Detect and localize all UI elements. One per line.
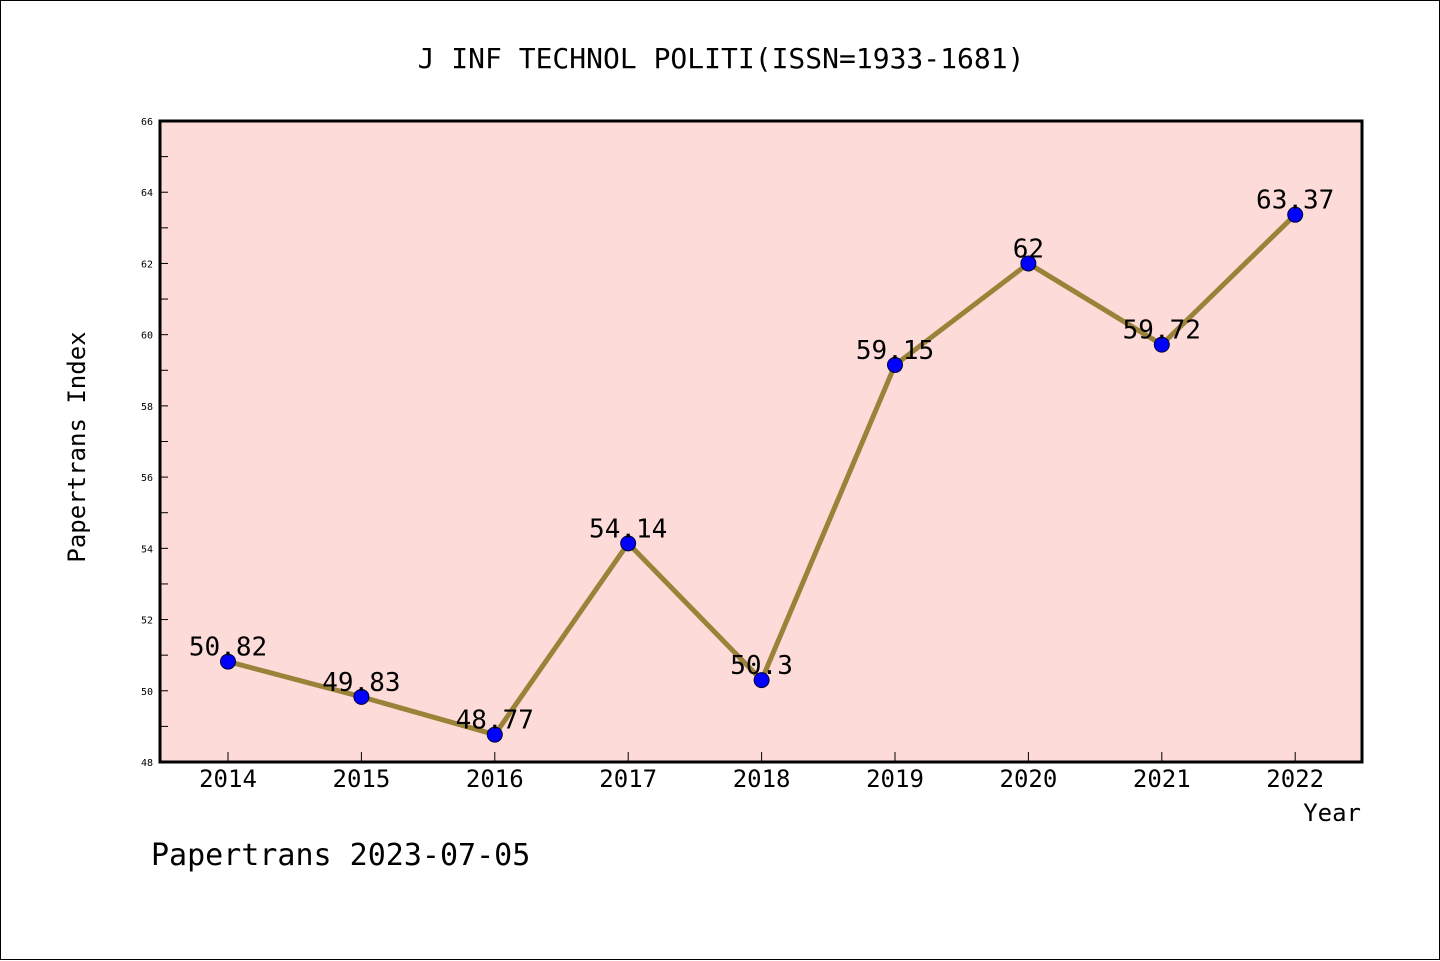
data-point-marker bbox=[753, 672, 770, 689]
data-point-marker bbox=[1287, 206, 1304, 223]
plot-border bbox=[158, 119, 1364, 764]
x-tick-label: 2019 bbox=[866, 765, 924, 793]
chart-title: J INF TECHNOL POLITI(ISSN=1933-1681) bbox=[418, 42, 1025, 75]
y-axis-title: Papertrans Index bbox=[63, 331, 91, 562]
y-tick-label: 58 bbox=[141, 402, 153, 413]
data-label: 48.77 bbox=[456, 706, 534, 736]
y-tick-label: 60 bbox=[141, 331, 153, 342]
y-tick-label: 52 bbox=[141, 616, 153, 627]
plot-area bbox=[160, 121, 1362, 762]
y-tick-label: 56 bbox=[141, 473, 153, 484]
x-tick-label: 2015 bbox=[333, 765, 391, 793]
data-label: 59.15 bbox=[856, 336, 934, 366]
data-point-marker bbox=[1153, 336, 1170, 353]
data-label: 62 bbox=[1013, 234, 1044, 264]
data-point-marker bbox=[486, 726, 503, 743]
x-axis: 2014 2015 2016 2017 2018 2019 2020 2021 2022 bbox=[199, 752, 1324, 793]
x-tick-label: 2017 bbox=[599, 765, 657, 793]
data-label: 59.72 bbox=[1123, 316, 1201, 346]
x-tick-label: 2021 bbox=[1133, 765, 1191, 793]
data-point-marker bbox=[353, 688, 370, 705]
footer-credit: Papertrans 2023-07-05 bbox=[151, 838, 530, 873]
series-group bbox=[220, 206, 1304, 743]
data-label: 50.3 bbox=[730, 651, 793, 681]
x-tick-label: 2016 bbox=[466, 765, 524, 793]
data-label: 49.83 bbox=[322, 668, 400, 698]
x-tick-label: 2020 bbox=[1000, 765, 1058, 793]
data-label: 63.37 bbox=[1256, 186, 1334, 216]
y-tick-label: 64 bbox=[141, 188, 153, 199]
data-point-marker bbox=[1020, 255, 1037, 272]
x-tick-label: 2014 bbox=[199, 765, 257, 793]
x-axis-title: Year bbox=[1303, 799, 1361, 827]
y-tick-label: 62 bbox=[141, 259, 153, 270]
x-tick-label: 2022 bbox=[1266, 765, 1324, 793]
data-point-marker bbox=[887, 356, 903, 373]
y-tick-label: 66 bbox=[141, 117, 153, 128]
data-point-marker bbox=[220, 653, 236, 670]
x-tick-label: 2018 bbox=[733, 765, 791, 793]
data-label: 54.14 bbox=[589, 514, 667, 544]
data-label: 50.82 bbox=[189, 633, 267, 663]
y-tick-label: 54 bbox=[141, 544, 153, 555]
y-tick-label: 48 bbox=[141, 758, 153, 769]
data-label-group: 50.82 49.83 48.77 54.14 50.3 59.15 62 59.72 63.3… bbox=[189, 186, 1334, 736]
y-tick-label: 50 bbox=[141, 687, 153, 698]
data-point-marker bbox=[620, 535, 637, 552]
